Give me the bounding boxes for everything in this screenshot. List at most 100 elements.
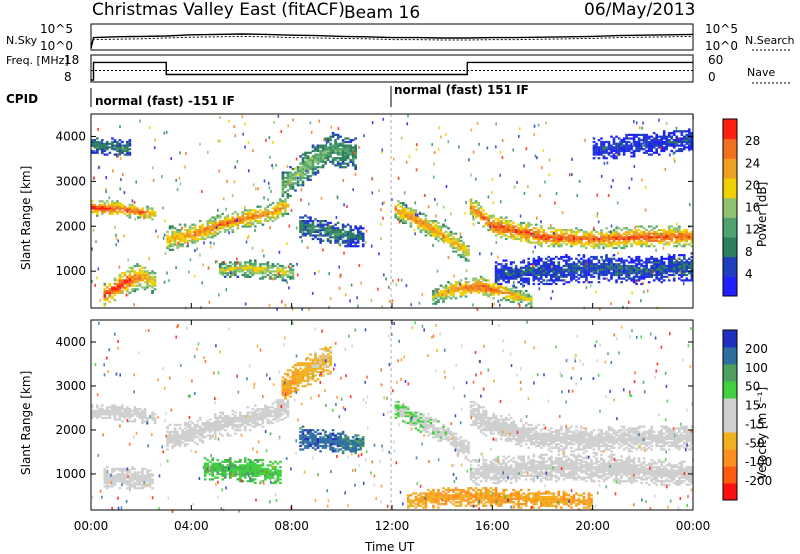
heatmap-cell xyxy=(334,229,337,232)
heatmap-cell xyxy=(622,245,626,248)
heatmap-cell xyxy=(256,272,260,275)
heatmap-cell xyxy=(585,264,588,268)
heatmap-cell xyxy=(223,225,227,228)
heatmap-cell xyxy=(592,255,596,259)
heatmap-cell xyxy=(660,229,663,232)
heatmap-cell xyxy=(504,234,508,237)
heatmap-cell xyxy=(667,132,671,135)
heatmap-cell xyxy=(354,225,357,228)
heatmap-cell xyxy=(316,230,320,233)
heatmap-cell xyxy=(592,246,596,250)
heatmap-cell xyxy=(193,434,197,437)
heatmap-cell xyxy=(309,220,312,223)
heatmap-cell xyxy=(143,416,147,419)
heatmap-cell xyxy=(657,277,661,280)
heatmap-cell xyxy=(670,135,673,138)
heatmap-cell xyxy=(585,270,588,273)
heatmap-cell xyxy=(108,282,112,286)
heatmap-cell xyxy=(221,261,224,264)
heatmap-cell xyxy=(675,264,678,268)
heatmap-cell xyxy=(125,293,128,297)
heatmap-cell xyxy=(354,137,357,140)
heatmap-cell xyxy=(555,270,558,273)
heatmap-cell xyxy=(524,290,528,293)
heatmap-cell xyxy=(540,220,542,224)
heatmap-cell xyxy=(306,221,310,224)
heatmap-cell xyxy=(301,239,303,243)
heatmap-cell xyxy=(482,291,485,294)
heatmap-cell xyxy=(536,216,538,220)
heatmap-cell xyxy=(97,166,100,170)
heatmap-cell xyxy=(459,236,463,239)
heatmap-cell xyxy=(592,144,596,147)
heatmap-cell xyxy=(617,151,621,154)
heatmap-cell xyxy=(171,444,174,448)
heatmap-cell xyxy=(469,202,473,205)
heatmap-cell xyxy=(304,162,307,165)
heatmap-cell xyxy=(652,151,656,154)
heatmap-cell xyxy=(91,411,94,414)
heatmap-cell xyxy=(183,434,187,437)
heatmap-cell xyxy=(454,286,458,289)
heatmap-cell xyxy=(522,270,525,273)
heatmap-cell xyxy=(244,225,247,228)
heatmap-cell xyxy=(113,478,117,481)
heatmap-cell xyxy=(486,146,489,150)
heatmap-cell xyxy=(273,121,275,124)
heatmap-cell xyxy=(314,229,317,232)
heatmap-cell xyxy=(173,436,177,439)
heatmap-cell xyxy=(557,234,561,237)
heatmap-cell xyxy=(640,259,643,262)
heatmap-cell xyxy=(93,413,97,416)
heatmap-cell xyxy=(171,245,174,248)
heatmap-cell xyxy=(311,171,315,174)
heatmap-cell xyxy=(116,282,119,286)
heatmap-cell xyxy=(678,268,681,271)
heatmap-cell xyxy=(685,273,689,277)
heatmap-cell xyxy=(517,293,520,296)
heatmap-cell xyxy=(311,220,315,223)
heatmap-cell xyxy=(131,205,134,208)
heatmap-cell xyxy=(495,122,497,126)
heatmap-cell xyxy=(326,137,330,140)
heatmap-cell xyxy=(309,229,312,232)
heatmap-cell xyxy=(683,272,686,275)
heatmap-cell xyxy=(354,151,357,154)
heatmap-cell xyxy=(269,203,272,206)
heatmap-cell xyxy=(148,279,152,282)
heatmap-cell xyxy=(151,474,154,477)
heatmap-cell xyxy=(103,148,107,151)
heatmap-cell xyxy=(311,229,315,232)
heatmap-cell xyxy=(128,282,132,286)
heatmap-cell xyxy=(690,255,694,259)
heatmap-cell xyxy=(123,480,127,483)
heatmap-cell xyxy=(557,263,561,266)
heatmap-cell xyxy=(587,259,591,262)
heatmap-cell xyxy=(660,239,663,242)
heatmap-cell xyxy=(141,273,144,277)
heatmap-cell xyxy=(188,423,192,426)
heatmap-cell xyxy=(640,139,643,142)
heatmap-cell xyxy=(627,148,631,151)
heatmap-cell xyxy=(680,254,684,257)
heatmap-cell xyxy=(635,234,638,237)
heatmap-cell xyxy=(191,437,194,441)
heatmap-cell xyxy=(344,146,347,149)
heatmap-cell xyxy=(251,212,255,215)
heatmap-cell xyxy=(259,205,262,208)
heatmap-cell xyxy=(497,268,500,271)
heatmap-cell xyxy=(318,269,320,273)
heatmap-cell xyxy=(652,237,656,241)
heatmap-cell xyxy=(602,232,604,236)
heatmap-cell xyxy=(662,264,666,268)
heatmap-cell xyxy=(289,277,292,280)
heatmap-cell xyxy=(595,236,598,239)
heatmap-cell xyxy=(670,140,673,144)
heatmap-cell xyxy=(625,133,628,136)
heatmap-cell xyxy=(321,149,325,153)
heatmap-cell xyxy=(123,191,126,195)
heatmap-cell xyxy=(605,151,608,154)
heatmap-cell xyxy=(612,239,616,242)
heatmap-cell xyxy=(311,164,315,167)
